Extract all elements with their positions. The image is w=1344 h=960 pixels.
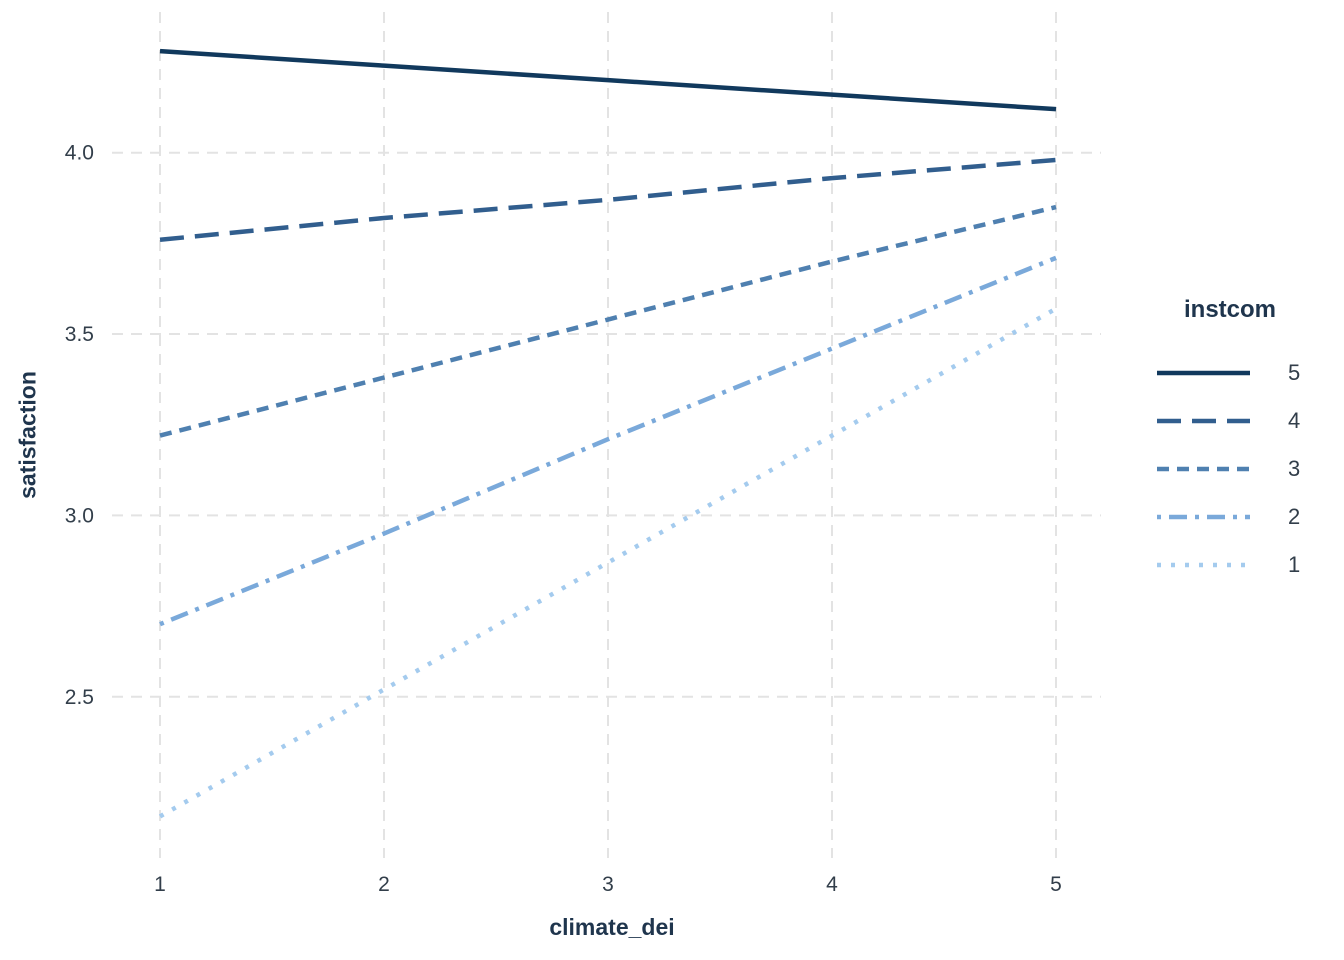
y-tick-label: 3.5 (65, 323, 94, 346)
legend-key-line (1157, 560, 1250, 570)
legend-item-instcom-2: 2 (1157, 493, 1344, 541)
x-tick-label: 4 (826, 873, 838, 896)
y-axis-title: satisfaction (14, 371, 41, 499)
series-line-instcom-1 (158, 306, 1058, 819)
x-axis-title: climate_dei (549, 914, 675, 940)
legend-item-label: 1 (1288, 552, 1301, 577)
series-line-instcom-5 (159, 48, 1057, 112)
series-line-instcom-3 (159, 204, 1057, 438)
legend-item-label: 5 (1288, 360, 1301, 385)
legend-key-line (1157, 464, 1250, 474)
legend-key-line (1157, 512, 1250, 522)
x-tick-label: 2 (378, 873, 390, 896)
legend-title: instcom (1183, 296, 1276, 323)
legend-key-line (1157, 368, 1250, 378)
legend-item-label: 4 (1288, 408, 1301, 433)
legend-item-instcom-1: 1 (1157, 541, 1344, 589)
legend-item-label: 2 (1288, 504, 1301, 529)
y-tick-label: 4.0 (65, 142, 94, 165)
legend-item-instcom-5: 5 (1157, 349, 1344, 397)
series-line-instcom-4 (159, 157, 1057, 242)
y-tick-label: 2.5 (65, 686, 94, 709)
legend-key-line (1157, 416, 1250, 426)
legend-item-instcom-4: 4 (1157, 397, 1344, 445)
x-tick-label: 3 (602, 873, 614, 896)
series-line-instcom-2 (159, 255, 1057, 627)
x-tick-label: 1 (154, 873, 166, 896)
y-tick-label: 3.0 (65, 504, 94, 527)
legend: instcom 5 4 3 2 1 (1157, 295, 1344, 589)
legend-item-label: 3 (1288, 456, 1301, 481)
x-tick-label: 5 (1050, 873, 1062, 896)
legend-item-instcom-3: 3 (1157, 445, 1344, 493)
legend-rows: 5 4 3 2 1 (1157, 349, 1344, 589)
